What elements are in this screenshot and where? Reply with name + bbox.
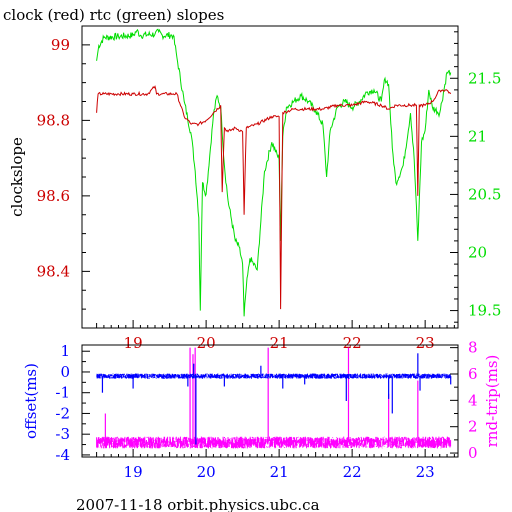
offset-series: [96, 373, 452, 379]
top-y2-tick-label: 21: [468, 127, 487, 145]
bottom-y-tick-label: 1: [60, 342, 70, 360]
top-tick-labels: 19 20 21 22 23 98.4 98.6 98.8 99 19.5 20 20.5 21 21.5: [37, 36, 502, 352]
chart-footer: 2007-11-18 orbit.physics.ubc.ca: [76, 496, 320, 512]
bottom-y2-tick-label: 0: [468, 444, 478, 462]
bottom-y-tick-label: -4: [55, 446, 70, 464]
bottom-tick-labels: 19 20 21 22 23 1 0 -1 -2 -3 -4 0 2 4 6 8: [55, 339, 477, 481]
bottom-y2-tick-label: 6: [468, 365, 478, 383]
bottom-y2-tick-label: 4: [468, 391, 478, 409]
bottom-x-tick-label: 22: [343, 463, 362, 481]
top-y2-tick-label: 20: [468, 244, 487, 262]
top-panel: 19 20 21 22 23 98.4 98.6 98.8 99 19.5 20 20.5 21 21.5…: [8, 25, 502, 352]
top-x-tick-label: 23: [416, 334, 435, 352]
bottom-panel: 19 20 21 22 23 1 0 -1 -2 -3 -4 0 2 4 6 8 offset(ms) rnd…: [22, 339, 501, 481]
top-y-tick-label: 98.8: [37, 111, 70, 129]
bottom-y2-tick-label: 2: [468, 418, 478, 436]
top-y-tick-label: 99: [51, 36, 70, 54]
bottom-series-layer: [96, 347, 452, 449]
bottom-y2-tick-label: 8: [468, 339, 478, 357]
top-x-tick-label: 20: [197, 334, 216, 352]
bottom-y-tick-label: -3: [55, 425, 70, 443]
top-x-tick-label: 19: [124, 334, 143, 352]
top-y-axis-label: clockslope: [8, 137, 26, 217]
clock-series-line: [96, 85, 452, 310]
bottom-y-tick-label: -2: [55, 404, 70, 422]
top-series-layer: [96, 28, 452, 317]
top-x-tick-label: 22: [343, 334, 362, 352]
bottom-x-tick-label: 20: [197, 463, 216, 481]
rtc-series-line: [96, 28, 452, 317]
bottom-x-tick-label: 21: [270, 463, 289, 481]
top-y2-tick-label: 21.5: [468, 69, 501, 87]
chart-title: clock (red) rtc (green) slopes: [3, 6, 224, 24]
top-axis-ticks: [82, 31, 458, 328]
top-x-tick-label: 21: [270, 334, 289, 352]
bottom-y-axis-label: offset(ms): [22, 363, 40, 439]
bottom-x-tick-label: 23: [416, 463, 435, 481]
bottom-y2-axis-label: rnd-trip(ms): [483, 355, 501, 448]
top-y-tick-label: 98.4: [37, 262, 70, 280]
top-y-tick-label: 98.6: [37, 187, 70, 205]
top-y2-tick-label: 20.5: [468, 185, 501, 203]
top-y2-tick-label: 19.5: [468, 302, 501, 320]
bottom-y-tick-label: 0: [60, 363, 70, 381]
rnd-trip-series: [96, 436, 452, 449]
bottom-axis-ticks: [82, 347, 458, 457]
bottom-plot-frame: [81, 344, 459, 458]
bottom-x-tick-label: 19: [124, 463, 143, 481]
bottom-y-tick-label: -1: [55, 384, 70, 402]
